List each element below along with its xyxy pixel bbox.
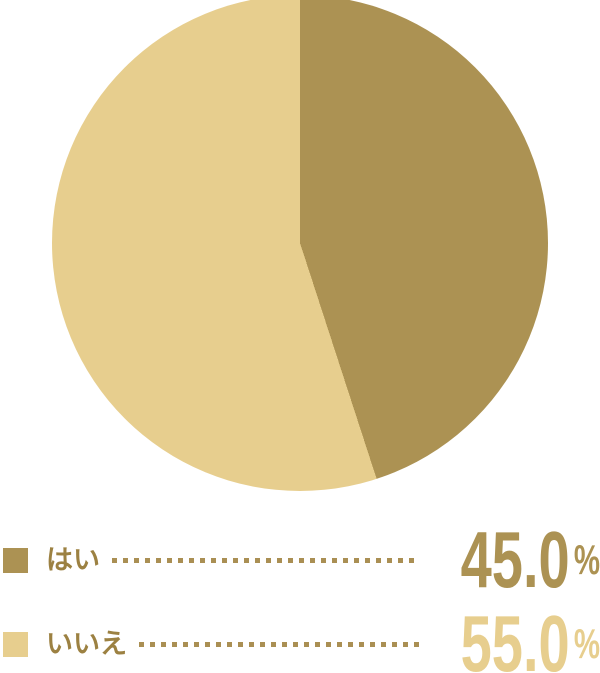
legend-item-yes: はい 45.0 %: [3, 520, 600, 600]
legend-value-number-yes: 45.0: [460, 515, 570, 604]
legend-swatch-yes: [3, 547, 28, 573]
legend-leader-dots-yes: [112, 557, 420, 563]
legend-leader-dots-no: [139, 641, 420, 647]
legend: はい 45.0 % いいえ 55.0 %: [3, 520, 600, 673]
legend-item-no: いいえ 55.0 %: [3, 604, 600, 673]
legend-value-yes: 45.0 %: [461, 520, 600, 600]
legend-swatch-no: [3, 631, 28, 657]
legend-value-unit-yes: %: [573, 536, 600, 583]
legend-value-unit-no: %: [573, 620, 600, 667]
pie-chart: [52, 0, 548, 491]
legend-label-yes: はい: [46, 544, 100, 575]
legend-label-no: いいえ: [46, 628, 127, 659]
legend-value-no: 55.0 %: [461, 604, 600, 673]
legend-value-number-no: 55.0: [460, 599, 570, 673]
